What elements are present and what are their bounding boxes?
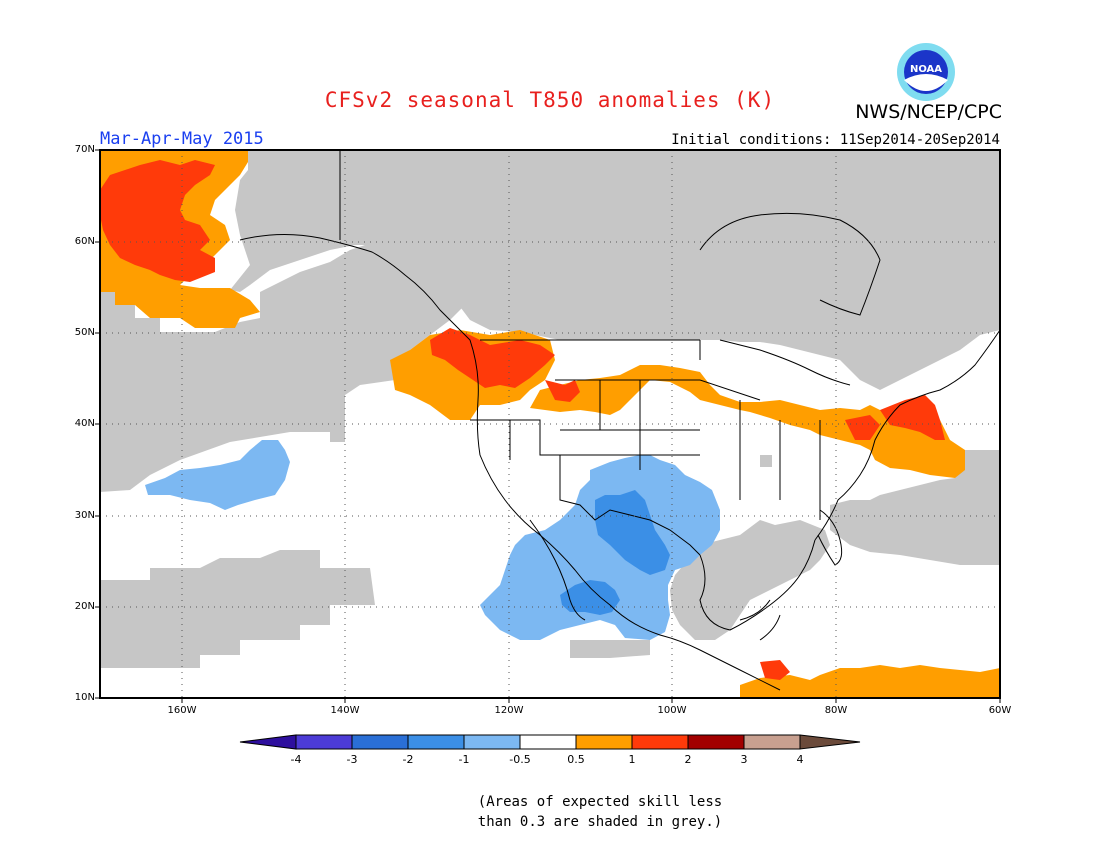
gridlines bbox=[100, 150, 1000, 698]
lat-label-60n: 60N bbox=[74, 236, 95, 247]
lon-label-100w: 100W bbox=[657, 705, 687, 716]
lon-label-60w: 60W bbox=[988, 705, 1012, 716]
lat-label-40n: 40N bbox=[74, 418, 95, 429]
noaa-logo: NOAA bbox=[897, 43, 955, 101]
lat-label-20n: 20N bbox=[74, 601, 95, 612]
colorbar-label: 3 bbox=[740, 753, 748, 766]
anomaly-1-2-areas bbox=[100, 160, 945, 680]
colorbar-label: -1 bbox=[458, 753, 470, 766]
colorbar-label: -0.5 bbox=[509, 753, 531, 766]
lon-label-120w: 120W bbox=[494, 705, 524, 716]
colorbar-label: 1 bbox=[628, 753, 636, 766]
chart-title: CFSv2 seasonal T850 anomalies (K) bbox=[324, 88, 776, 112]
initial-conditions: Initial conditions: 11Sep2014-20Sep2014 bbox=[671, 132, 1000, 148]
noaa-logo-text: NOAA bbox=[910, 64, 942, 75]
colorbar-label: 2 bbox=[684, 753, 692, 766]
lon-label-140w: 140W bbox=[330, 705, 360, 716]
anomaly-neg05-neg1-areas bbox=[145, 440, 720, 640]
forecast-period: Mar-Apr-May 2015 bbox=[100, 129, 264, 149]
colorbar-label: 0.5 bbox=[567, 753, 585, 766]
low-skill-grey-areas bbox=[100, 150, 1000, 668]
lon-label-160w: 160W bbox=[167, 705, 197, 716]
skill-note: (Areas of expected skill less than 0.3 a… bbox=[400, 792, 800, 832]
colorbar-label: -2 bbox=[402, 753, 414, 766]
colorbar-label: 4 bbox=[796, 753, 804, 766]
lat-label-50n: 50N bbox=[74, 327, 95, 338]
lat-label-10n: 10N bbox=[74, 692, 95, 703]
lon-label-80w: 80W bbox=[824, 705, 848, 716]
lat-label-30n: 30N bbox=[74, 510, 95, 521]
colorbar-label: -4 bbox=[290, 753, 302, 766]
lat-label-70n: 70N bbox=[74, 144, 95, 155]
skill-note-line2: than 0.3 are shaded in grey.) bbox=[477, 814, 723, 830]
agency-label: NWS/NCEP/CPC bbox=[855, 101, 1002, 123]
colorbar-label: -3 bbox=[346, 753, 358, 766]
skill-note-line1: (Areas of expected skill less bbox=[477, 794, 723, 810]
coastlines bbox=[239, 150, 1001, 691]
